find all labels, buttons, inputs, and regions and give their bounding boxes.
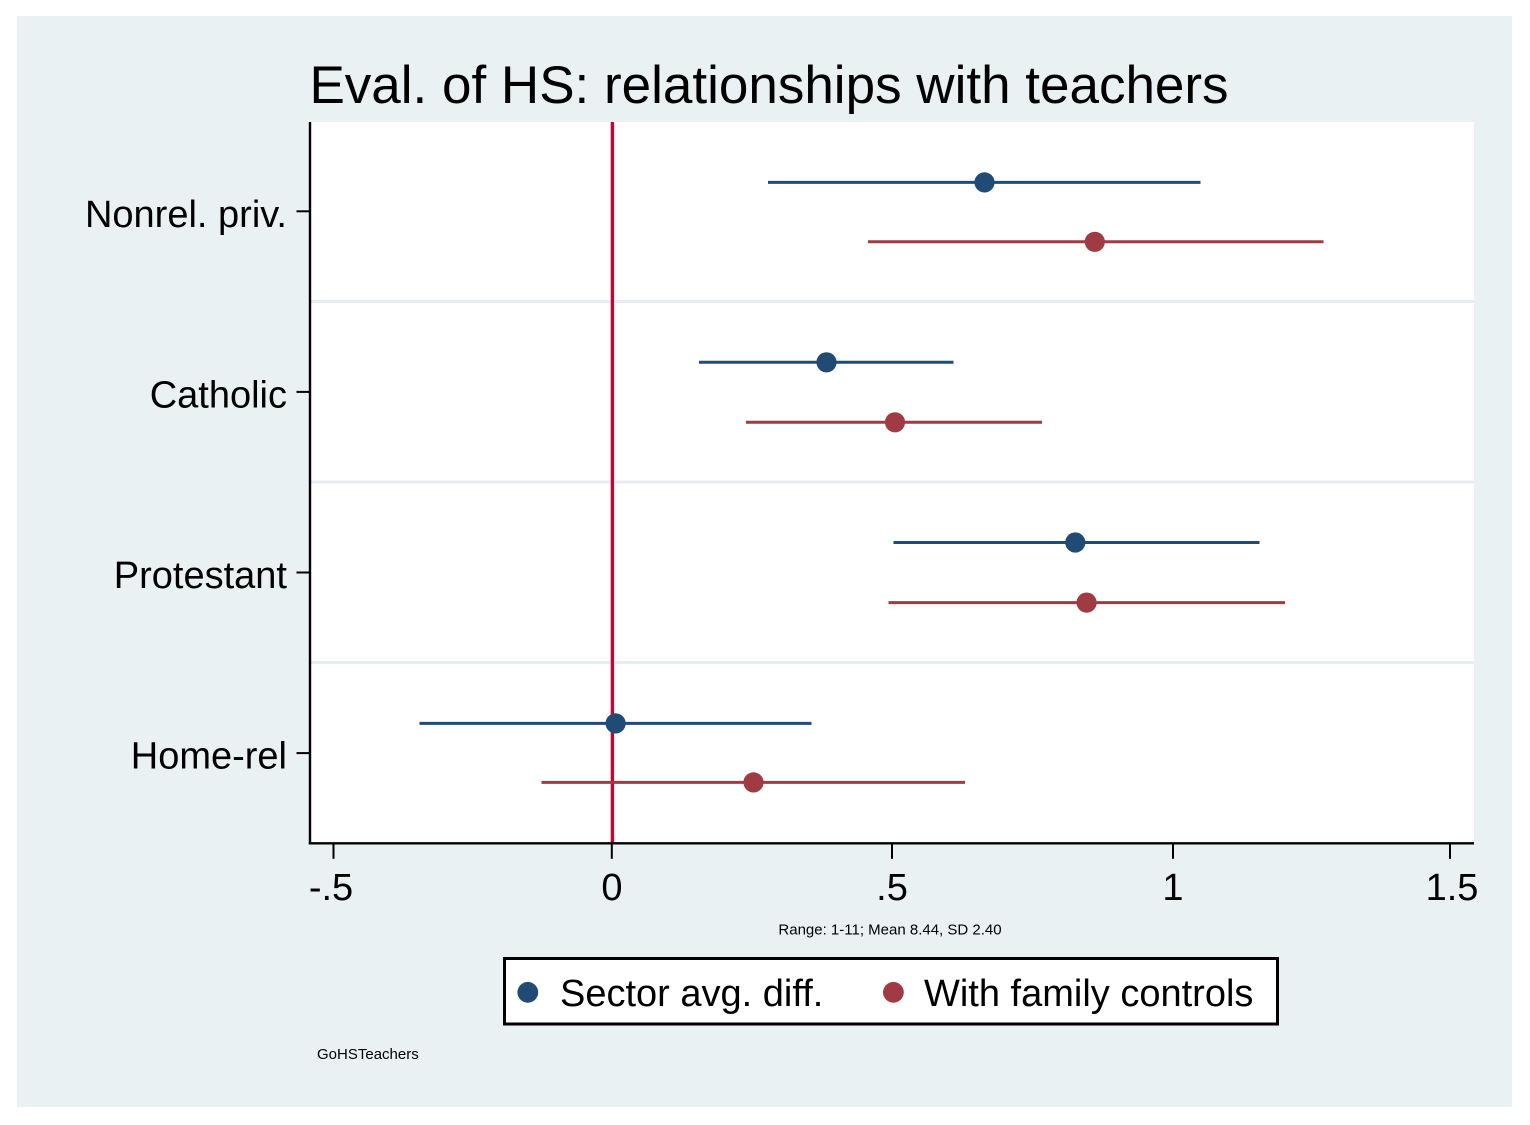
svg-text:Protestant: Protestant	[114, 555, 288, 597]
svg-text:With family controls: With family controls	[924, 973, 1253, 1015]
svg-text:-.5: -.5	[309, 867, 353, 909]
svg-text:Catholic: Catholic	[150, 375, 287, 417]
svg-text:Range: 1-11; Mean 8.44, SD 2.4: Range: 1-11; Mean 8.44, SD 2.40	[778, 922, 1001, 939]
svg-text:Eval. of HS: relationships wit: Eval. of HS: relationships with teachers	[309, 56, 1228, 115]
svg-text:0: 0	[601, 867, 622, 909]
svg-text:1.5: 1.5	[1426, 867, 1479, 909]
svg-text:1: 1	[1162, 867, 1183, 909]
svg-text:Home-rel: Home-rel	[131, 736, 287, 778]
svg-text:.5: .5	[876, 867, 908, 909]
svg-text:Sector avg. diff.: Sector avg. diff.	[560, 973, 823, 1015]
svg-text:Nonrel. priv.: Nonrel. priv.	[85, 194, 287, 236]
svg-text:GoHSTeachers: GoHSTeachers	[317, 1046, 419, 1063]
